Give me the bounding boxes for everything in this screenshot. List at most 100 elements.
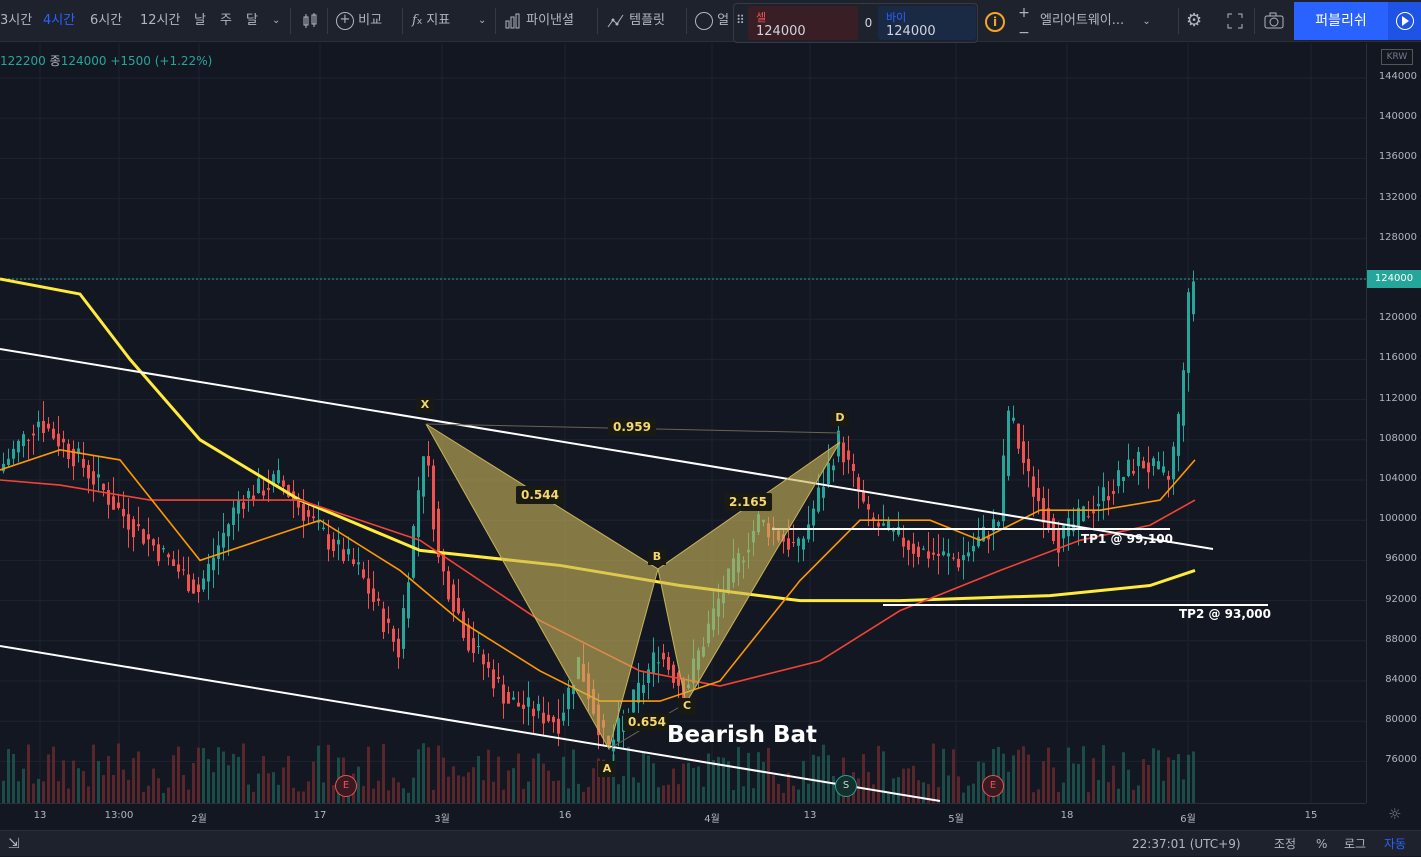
axis-settings-icon[interactable]: ☼ [1388,805,1402,823]
volume-bar [162,792,165,803]
volume-bar [237,756,240,803]
templates-button[interactable]: 템플릿 [607,0,665,42]
volume-bar [597,758,600,803]
time-axis[interactable]: 13 13:00 2월 17 3월 16 4월 13 5월 18 6월 15 [0,803,1366,830]
split-event-marker[interactable]: S [835,775,857,797]
volume-bar [1022,746,1025,803]
buy-button[interactable]: 바이 124000 [878,6,976,40]
candle-body [312,516,315,519]
candle-body [437,508,440,558]
volume-bar [692,767,695,803]
volume-bar [892,778,895,803]
minus-button[interactable]: − [1018,25,1030,41]
candle-body [882,523,885,526]
volume-bar [742,786,745,803]
clock-time[interactable]: 22:37:01 (UTC+9) [1132,837,1241,851]
volume-bar [567,788,570,803]
info-icon[interactable]: i [985,12,1005,32]
volume-bar [1112,765,1115,803]
interval-month[interactable]: 달 [246,13,258,28]
gear-icon[interactable]: ⚙ [1186,10,1203,31]
interval-3h[interactable]: 3시간 [0,13,33,28]
candle-body [57,433,60,447]
plus-button[interactable]: + [1018,5,1030,21]
candle-body [657,662,660,664]
fx-icon: f [412,13,417,28]
volume-bar [1017,749,1020,803]
sell-button[interactable]: 셀 124000 [748,6,858,40]
candle-body [917,546,920,558]
alert-button[interactable]: 얼 [695,0,729,42]
candle-body [457,597,460,614]
publish-button[interactable]: 퍼블리쉬 [1294,2,1388,40]
price-axis[interactable]: KRW 144000 140000 136000 132000 128000 124000… [1366,43,1421,803]
candle-body [942,551,945,556]
candle-body [537,703,540,711]
candle-body [517,702,520,707]
indicators-button[interactable]: fx 지표 [412,13,451,28]
candle-body [212,557,215,571]
chevron-down-icon[interactable]: ⌄ [478,15,487,26]
candle-body [887,520,890,529]
range-icon[interactable]: ⇲ [8,836,20,852]
candlestick-icon[interactable] [300,0,320,42]
volume-bar [122,769,125,803]
interval-6h[interactable]: 6시간 [90,13,123,28]
volume-bar [67,788,70,803]
volume-bar [617,784,620,803]
elliott-wave-button[interactable]: 엘리어트웨이... ⌄ [1040,0,1151,42]
earnings-event-marker[interactable]: E [335,775,357,797]
volume-bar [517,753,520,803]
currency-label: KRW [1381,49,1413,65]
divider [327,8,328,34]
volume-bar [1012,755,1015,803]
volume-bar [1087,792,1090,803]
camera-icon[interactable] [1264,0,1284,42]
candle-body [1147,462,1150,473]
earnings-event-marker[interactable]: E [982,775,1004,797]
interval-day[interactable]: 날 [194,13,206,28]
candle-body [262,490,265,496]
volume-bar [92,744,95,803]
log-toggle[interactable]: 로그 [1344,837,1367,851]
adjust-toggle[interactable]: 조정 [1274,837,1297,851]
quantity-field[interactable]: 0 [864,16,873,30]
chevron-down-icon[interactable]: ⌄ [272,15,281,26]
price-tick: 92000 [1385,593,1417,605]
candle-body [447,571,450,600]
volume-bar [687,762,690,803]
volume-bar [257,773,260,803]
volume-bar [252,791,255,803]
financials-button[interactable]: 파이낸셜 [504,0,574,42]
volume-bar [22,768,25,803]
compare-button[interactable]: + 비교 [336,0,382,42]
percent-toggle[interactable]: % [1316,837,1328,851]
candle-body [382,608,385,632]
candle-body [422,456,425,497]
plus-circle-icon: + [336,11,354,30]
candle-body [1157,461,1160,470]
templates-label: 템플릿 [629,13,666,28]
price-tick: 116000 [1378,352,1417,364]
play-icon[interactable] [1388,2,1421,40]
volume-bar [697,766,700,803]
candle-body [277,470,280,484]
candle-body [927,551,930,559]
price-chart[interactable] [0,43,1366,803]
candle-body [572,685,575,695]
volume-bar [177,746,180,803]
fullscreen-icon[interactable] [1226,0,1244,42]
price-tick: 136000 [1378,151,1417,163]
interval-12h[interactable]: 12시간 [140,13,181,28]
volume-bar [127,779,130,803]
channel-upper-line [0,348,1214,550]
volume-bar [607,776,610,803]
auto-toggle[interactable]: 자동 [1384,837,1407,851]
drag-handle-icon[interactable]: ⠿ [736,13,745,27]
volume-bar [327,744,330,803]
price-tick: 96000 [1385,553,1417,565]
interval-week[interactable]: 주 [220,13,232,28]
volume-bar [832,775,835,803]
volume-bar [417,749,420,803]
interval-4h[interactable]: 4시간 [43,13,76,28]
